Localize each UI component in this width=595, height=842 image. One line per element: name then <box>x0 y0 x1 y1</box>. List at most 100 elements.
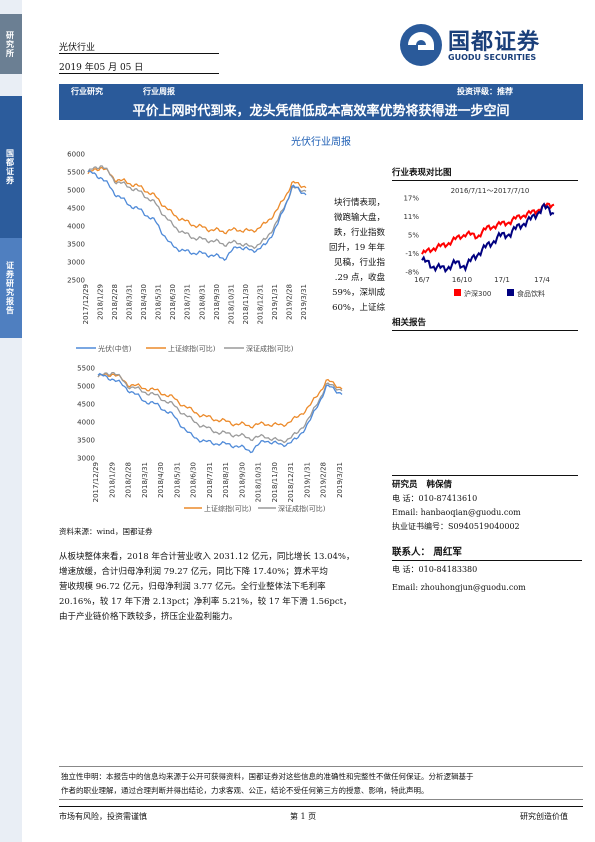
perf-chart-svg: 2016/7/11～2017/7/10 17% 11% 5% -1% -8%16/7 16… <box>403 187 555 298</box>
x-tick-label: 2018/2/28 <box>111 284 119 320</box>
x-tick-label: 2018/5/31 <box>173 462 181 498</box>
section-divider <box>392 180 578 181</box>
y-tick-label: -1% <box>405 250 419 258</box>
body-paragraph: 从板块整体来看，2018 年合计营业收入 2031.12 亿元，同比增长 13.… <box>59 550 379 625</box>
analyst-heading: 研究员 韩保倩 <box>392 478 452 490</box>
report-title: 平价上网时代到来，龙头凭借低成本高效率优势将获得进一步空间 <box>59 98 583 120</box>
sidebar-label-institute: 研究所 <box>0 14 22 74</box>
body-line: 增速放缓，合计归母净利润 79.27 亿元，同比下降 17.40%；算术平均 <box>59 567 328 577</box>
legend-label: 深证成指(可比) <box>278 504 326 513</box>
chart-index-compare: 5500 5000 4500 4000 3500 3000 2017/12/29 2018/1… <box>66 360 348 520</box>
section-divider <box>392 475 578 476</box>
x-tick-label: 2018/1/29 <box>97 284 105 320</box>
series-line-food <box>421 202 555 274</box>
x-tick-label: 2018/6/30 <box>169 284 177 320</box>
y-tick-label: 5500 <box>67 169 85 177</box>
x-tick-label: 2018/1/29 <box>108 462 116 498</box>
x-tick-label: 2018/3/31 <box>126 284 134 320</box>
x-tick-label: 2018/3/31 <box>141 462 149 498</box>
overlapped-line: 块行情表现， <box>333 198 385 208</box>
x-tick-label: 2019/2/28 <box>320 462 328 498</box>
x-tick-label: 2018/12/31 <box>256 284 264 324</box>
y-tick-label: 5000 <box>77 383 95 391</box>
x-tick-label: 2018/4/30 <box>157 462 165 498</box>
x-tick-label: 2018/8/31 <box>222 462 230 498</box>
y-tick-label: 5500 <box>77 365 95 373</box>
analyst-label: 研究员 <box>392 480 418 490</box>
banner-type: 行业周报 <box>143 85 175 96</box>
y-tick-label: 11% <box>403 213 419 221</box>
email-label: Email: <box>392 583 419 592</box>
disclaimer: 独立性申明：本报告中的信息均来源于公开可获得资料，国都证券对这些信息的准确性和完… <box>59 766 583 800</box>
logo-text-en: GUODU SECURITIES <box>448 53 537 62</box>
y-tick-label: -8% <box>405 269 419 277</box>
perf-chart: 2016/7/11～2017/7/10 17% 11% 5% -1% -8% 16/7 16… <box>392 182 578 300</box>
y-tick-label: 3000 <box>67 259 85 267</box>
legend-label: 上证综指(可比) <box>168 344 216 353</box>
overlapped-line: 60%，上证综 <box>332 303 385 313</box>
logo-mark-icon <box>400 24 442 66</box>
contact-heading: 联系人： 周红军 <box>392 544 462 558</box>
analyst-email: hanbaoqian@guodu.com <box>420 508 521 517</box>
series-line-hs300 <box>421 202 555 255</box>
investment-rating: 投资评级：推荐 <box>457 85 513 96</box>
x-tick-label: 2018/12/31 <box>287 462 295 502</box>
perf-legend: 沪深300 食品饮料 <box>454 289 545 298</box>
email-label: Email: <box>392 508 419 517</box>
analyst-info: 电 话：010-87413610 Email: hanbaoqian@guodu… <box>392 492 582 534</box>
series-line-shanghai <box>87 166 307 235</box>
series-line-shenzhen <box>97 371 343 444</box>
chart-legend: 上证综指(可比) 深证成指(可比) <box>184 504 326 513</box>
x-tick-label: 2018/4/30 <box>140 284 148 320</box>
body-line: 20.16%，较 17 年下滑 2.13pct；净利率 5.21%，较 17 年… <box>59 597 352 607</box>
y-tick-label: 17% <box>403 195 419 203</box>
contact-phone: 010-84183380 <box>418 565 478 574</box>
y-tick-label: 4000 <box>77 419 95 427</box>
chart-source: 资料来源：wind，国都证券 <box>59 527 153 536</box>
cert-label: 执业证书编号： <box>392 522 448 531</box>
legend-label: 食品饮料 <box>517 289 545 298</box>
legend-label: 光伏(中信) <box>98 344 132 353</box>
page-number: 第 1 页 <box>290 812 317 821</box>
disclaimer-line: 作者的职业理解，通过合理判断并得出结论，力求客观、公正，结论不受任何第三方的授意… <box>61 786 429 795</box>
header-divider <box>59 53 219 54</box>
perf-chart-title: 2016/7/11～2017/7/10 <box>451 187 530 195</box>
company-logo: 国都证券 GUODU SECURITIES <box>398 22 578 68</box>
perf-section-title: 行业表现对比图 <box>392 168 452 178</box>
footer-slogan: 研究创造价值 <box>520 812 568 821</box>
x-tick-label: 2018/9/30 <box>238 462 246 498</box>
x-tick-label: 2019/3/31 <box>336 462 344 498</box>
header-divider-2 <box>59 73 219 74</box>
x-tick-label: 2018/8/31 <box>198 284 206 320</box>
overlapped-line: 跌，行业指数 <box>333 228 385 238</box>
y-tick-label: 3500 <box>67 241 85 249</box>
body-line: 营收规模 96.72 亿元，归母净利润 3.77 亿元。全行业整体法下毛利率 <box>59 582 326 592</box>
banner-category: 行业研究 <box>71 85 103 96</box>
x-tick-label: 2019/1/31 <box>271 284 279 320</box>
y-tick-label: 4500 <box>77 401 95 409</box>
x-tick-label: 2018/7/31 <box>184 284 192 320</box>
series-line-shenzhen <box>87 165 307 250</box>
x-tick-label: 2017/12/29 <box>92 462 100 502</box>
y-tick-label: 6000 <box>67 151 85 159</box>
chart-pv-index: 6000 5500 5000 4500 4000 3500 3000 2500 2017/12/… <box>56 146 312 358</box>
chart-legend: 光伏(中信) 上证综指(可比) 深证成指(可比) <box>76 344 294 353</box>
body-line: 由于产业链价格下跌较多，挤压企业盈利能力。 <box>59 612 238 622</box>
cert-number: S0940519040002 <box>448 522 520 531</box>
industry-label: 光伏行业 <box>59 43 96 53</box>
x-tick-label: 2018/10/31 <box>227 284 235 324</box>
report-date: 2019 年05 月 05 日 <box>59 63 144 73</box>
report-subtitle: 光伏行业周报 <box>291 137 351 148</box>
disclaimer-line: 独立性申明：本报告中的信息均来源于公开可获得资料，国都证券对这些信息的准确性和完… <box>61 772 474 781</box>
sidebar-label-company: 国都证券 <box>0 96 22 238</box>
x-tick-label: 2019/2/28 <box>285 284 293 320</box>
sidebar-label-report: 证券研究报告 <box>0 238 22 338</box>
phone-label: 电 话： <box>392 494 419 503</box>
y-tick-label: 3500 <box>77 437 95 445</box>
x-tick-label: 2018/9/30 <box>213 284 221 320</box>
section-divider <box>392 330 578 331</box>
series-line-pv <box>97 372 343 454</box>
x-tick-label: 2018/11/30 <box>271 462 279 502</box>
overlapped-line: 微跑输大盘， <box>333 213 385 223</box>
